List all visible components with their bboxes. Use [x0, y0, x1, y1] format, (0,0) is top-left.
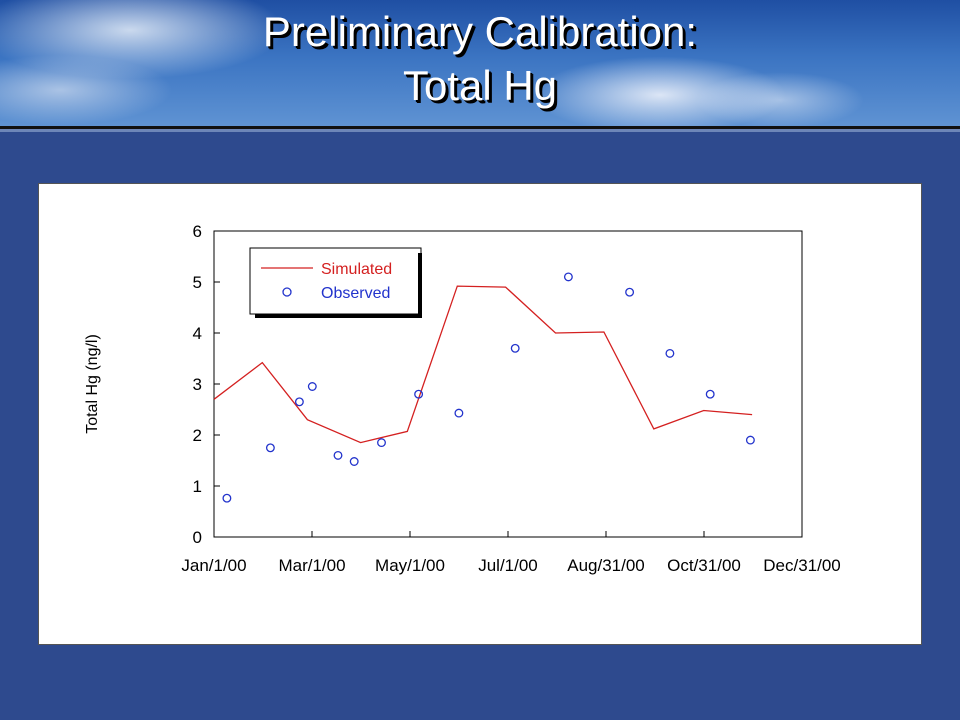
- chart-svg: 0 1 2 3 4 5 6 Jan/1/00 Mar/1/00 May/1/00 Jul/1/00 A…: [84, 222, 841, 575]
- x-tick-label: May/1/00: [375, 556, 445, 575]
- legend-observed-swatch: [282, 287, 292, 297]
- observed-point: [414, 389, 424, 399]
- legend-simulated-label: Simulated: [321, 261, 392, 278]
- y-tick-label: 1: [193, 477, 202, 496]
- observed-point: [705, 389, 715, 399]
- simulated-series-line: [213, 285, 753, 444]
- legend-observed-label: Observed: [321, 285, 390, 302]
- observed-point: [265, 443, 275, 453]
- title-banner: Preliminary Calibration: Total Hg: [0, 0, 960, 129]
- slide-title-line1: Preliminary Calibration:: [262, 8, 698, 55]
- observed-point: [563, 272, 573, 282]
- observed-point: [377, 438, 386, 448]
- observed-point: [307, 382, 317, 391]
- observed-point: [510, 343, 520, 353]
- y-tick-label: 2: [193, 426, 202, 445]
- observed-point: [349, 457, 359, 466]
- x-tick-label: Dec/31/00: [763, 556, 841, 575]
- observed-point: [222, 493, 232, 503]
- chart-marks: [213, 272, 755, 503]
- slide-title-line2: Total Hg: [402, 62, 558, 109]
- y-tick-label: 0: [193, 528, 202, 547]
- chart-panel: 0 1 2 3 4 5 6 Jan/1/00 Mar/1/00 May/1/00 Jul/1/00 A…: [38, 183, 922, 645]
- observed-point: [454, 408, 464, 418]
- observed-point: [294, 397, 304, 407]
- x-tick-label: Aug/31/00: [567, 556, 645, 575]
- observed-point: [665, 348, 675, 358]
- observed-point: [333, 450, 343, 460]
- x-tick-label: Jan/1/00: [181, 556, 246, 575]
- y-axis-title: Total Hg (ng/l): [84, 334, 101, 434]
- x-tick-label: Oct/31/00: [667, 556, 741, 575]
- y-tick-label: 6: [193, 222, 202, 241]
- legend-box: [249, 247, 422, 315]
- observed-point: [625, 287, 635, 297]
- y-tick-label: 4: [193, 324, 202, 343]
- chart-legend: Simulated Observed: [249, 247, 422, 318]
- observed-point: [745, 435, 755, 445]
- y-tick-label: 3: [193, 375, 202, 394]
- y-tick-label: 5: [193, 273, 202, 292]
- chart-axes: 0 1 2 3 4 5 6 Jan/1/00 Mar/1/00 May/1/00 Jul/1/00 A…: [84, 222, 841, 575]
- x-tick-label: Mar/1/00: [278, 556, 345, 575]
- x-tick-label: Jul/1/00: [478, 556, 538, 575]
